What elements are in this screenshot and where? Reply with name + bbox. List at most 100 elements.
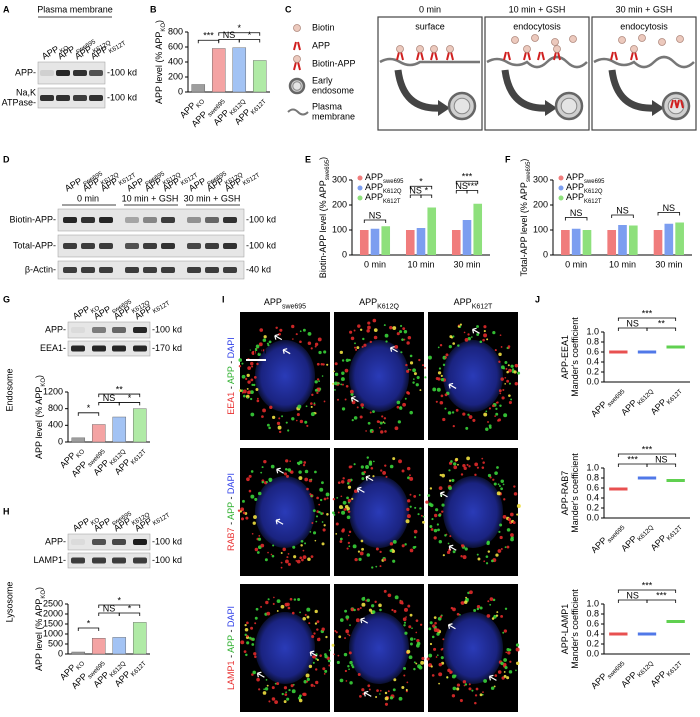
blot-band bbox=[99, 217, 113, 223]
puncta bbox=[437, 346, 440, 349]
blot-strip bbox=[67, 340, 151, 357]
puncta bbox=[317, 337, 322, 342]
significance-bracket bbox=[617, 589, 677, 593]
puncta bbox=[412, 368, 416, 373]
puncta bbox=[291, 689, 296, 694]
puncta bbox=[338, 635, 342, 639]
puncta bbox=[483, 329, 486, 333]
puncta bbox=[486, 338, 489, 341]
row-label-part: EEA1 bbox=[226, 392, 236, 415]
significance-bracket bbox=[77, 412, 100, 416]
puncta bbox=[496, 466, 499, 469]
puncta bbox=[452, 686, 457, 691]
puncta bbox=[442, 554, 445, 557]
puncta bbox=[268, 340, 272, 344]
y-tick-label: 0.6 bbox=[586, 618, 599, 628]
puncta bbox=[368, 608, 372, 612]
puncta bbox=[298, 698, 303, 703]
significance-bracket bbox=[218, 39, 240, 43]
puncta bbox=[397, 420, 401, 424]
puncta bbox=[257, 397, 259, 400]
puncta bbox=[476, 607, 480, 611]
puncta bbox=[341, 359, 345, 362]
puncta bbox=[315, 668, 318, 671]
puncta bbox=[349, 660, 353, 665]
puncta bbox=[462, 555, 467, 560]
puncta bbox=[325, 635, 328, 639]
puncta bbox=[407, 391, 410, 395]
puncta bbox=[340, 480, 345, 484]
y-tick-label: 300 bbox=[533, 174, 548, 184]
puncta bbox=[491, 559, 494, 563]
puncta bbox=[412, 381, 415, 384]
puncta bbox=[323, 672, 326, 675]
significance-label: *** bbox=[462, 172, 473, 182]
puncta bbox=[505, 651, 508, 654]
row-label-part: LAMP1 bbox=[226, 660, 236, 690]
significance-bracket bbox=[77, 627, 100, 631]
biotin-icon bbox=[430, 45, 438, 53]
puncta bbox=[336, 660, 340, 665]
puncta bbox=[299, 611, 301, 614]
puncta bbox=[496, 401, 499, 404]
blot-strip bbox=[57, 208, 245, 232]
puncta bbox=[498, 530, 501, 533]
puncta bbox=[268, 479, 272, 483]
y-tick-label: 0.2 bbox=[586, 502, 599, 512]
puncta bbox=[283, 472, 287, 476]
puncta bbox=[379, 689, 382, 692]
puncta bbox=[251, 532, 254, 535]
legend-marker bbox=[558, 175, 564, 181]
puncta bbox=[409, 637, 414, 641]
puncta bbox=[460, 555, 463, 558]
puncta bbox=[250, 626, 254, 630]
puncta bbox=[371, 566, 374, 569]
puncta bbox=[251, 350, 256, 355]
puncta bbox=[332, 511, 335, 515]
bar bbox=[561, 230, 570, 255]
puncta bbox=[244, 624, 247, 627]
app-icon bbox=[676, 99, 684, 109]
puncta bbox=[440, 374, 443, 377]
puncta bbox=[421, 656, 425, 661]
puncta bbox=[498, 485, 501, 487]
y-axis-label: APP-RAB7 bbox=[560, 471, 570, 516]
puncta bbox=[251, 637, 255, 641]
puncta bbox=[286, 556, 289, 559]
endocytosis-arrow bbox=[394, 69, 441, 112]
app-icon bbox=[430, 51, 438, 61]
puncta bbox=[456, 687, 460, 691]
puncta bbox=[276, 682, 280, 686]
y-tick-label: 400 bbox=[48, 420, 63, 430]
puncta bbox=[316, 391, 319, 395]
puncta bbox=[489, 603, 492, 606]
puncta bbox=[295, 560, 298, 562]
puncta bbox=[420, 514, 423, 517]
puncta bbox=[417, 513, 420, 516]
subscript: K612Q bbox=[377, 303, 399, 310]
puncta bbox=[359, 695, 362, 698]
puncta bbox=[270, 464, 275, 469]
puncta bbox=[500, 661, 504, 666]
legend-label: APPswe695 bbox=[365, 172, 404, 184]
significance-bracket bbox=[617, 463, 648, 467]
y-tick-label: 0.4 bbox=[586, 492, 599, 502]
puncta bbox=[392, 457, 396, 461]
puncta bbox=[340, 383, 343, 386]
blot-row-label: APP- bbox=[45, 324, 66, 334]
puncta bbox=[433, 536, 437, 540]
puncta bbox=[299, 460, 303, 464]
puncta bbox=[271, 697, 276, 701]
panel-label: I bbox=[222, 294, 225, 304]
puncta bbox=[361, 477, 365, 481]
puncta bbox=[310, 683, 314, 687]
puncta bbox=[242, 499, 245, 503]
puncta bbox=[306, 677, 310, 681]
puncta bbox=[260, 543, 265, 548]
legend-label: APPK612T bbox=[566, 192, 602, 204]
arrow-head bbox=[438, 100, 450, 116]
puncta bbox=[477, 557, 481, 561]
puncta bbox=[263, 688, 266, 691]
legend-label: endosome bbox=[312, 85, 354, 95]
puncta bbox=[436, 632, 440, 636]
